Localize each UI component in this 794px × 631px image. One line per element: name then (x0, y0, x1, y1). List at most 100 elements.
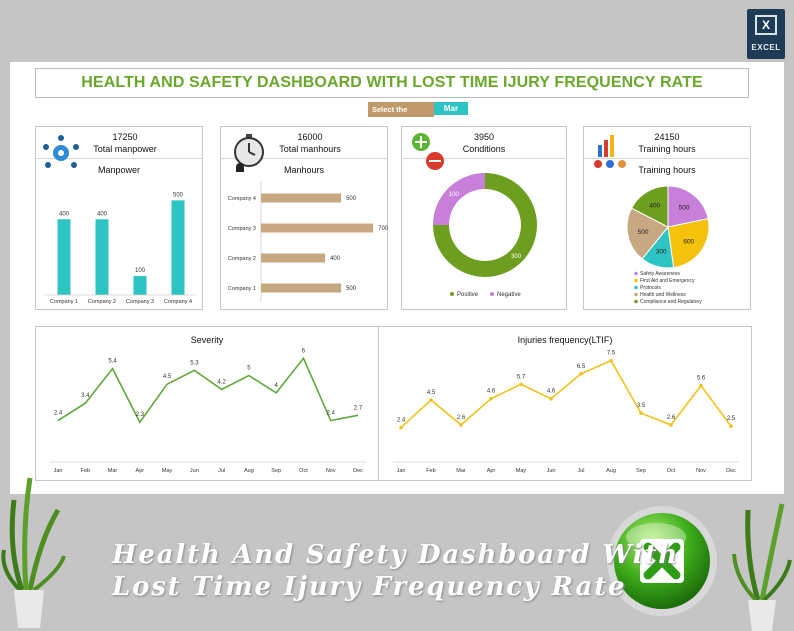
manhours-bar (261, 253, 326, 263)
manpower-data-label: 500 (173, 192, 184, 198)
ltif-point (429, 398, 433, 402)
severity-line-chart: 2.4 Jan 3.4 Feb 5.4 Mar 2.3 Apr 4.5 May 5.3 Jun 4.2 J… (50, 348, 366, 474)
training-slice (667, 185, 709, 228)
training-legend-marker (634, 292, 638, 297)
severity-tick-label: Feb (81, 468, 90, 474)
severity-series-line (57, 356, 359, 424)
ltif-tick-label: Apr (487, 468, 496, 474)
ltif-tick-label: Jan (397, 468, 406, 474)
ltif-tick-label: Jun (547, 468, 556, 474)
training-legend-marker (634, 285, 638, 290)
conditions-legend-label: Negative (497, 292, 521, 298)
ltif-point (639, 411, 643, 415)
ltif-data-label: 4.6 (487, 389, 496, 395)
ltif-point (729, 424, 733, 429)
ltif-data-label: 6.5 (577, 364, 586, 370)
severity-tick-label: May (162, 468, 173, 474)
ltif-point (669, 423, 673, 427)
severity-data-label: 4 (275, 383, 279, 389)
manhours-total-label: Total manhours (279, 144, 341, 154)
severity-tick-label: Oct (299, 468, 308, 474)
training-chart-title: Training hours (638, 165, 696, 175)
manhours-data-label: 700 (378, 226, 389, 232)
ltif-data-label: 2.6 (457, 415, 466, 421)
training-slice (626, 207, 669, 260)
severity-tick-label: Aug (244, 468, 254, 474)
manpower-bar (171, 200, 185, 295)
ltif-point (399, 425, 403, 430)
plus-minus-icon (412, 133, 444, 170)
conditions-legend-marker (490, 292, 494, 296)
severity-tick-label: Nov (326, 468, 336, 474)
ltif-data-label: 2.5 (727, 416, 736, 422)
ltif-tick-label: Nov (696, 468, 706, 474)
ltif-point (609, 358, 613, 363)
severity-tick-label: Jun (190, 468, 199, 474)
manpower-total-label: Total manpower (93, 144, 157, 154)
ltif-tick-label: Aug (606, 468, 616, 474)
severity-data-label: 5.4 (108, 359, 117, 365)
manhours-data-label: 400 (330, 256, 341, 262)
severity-data-label: 5.3 (190, 360, 199, 366)
training-data-label: 500 (638, 229, 649, 236)
ltif-tick-label: Mar (456, 468, 466, 474)
ltif-data-label: 2.4 (397, 418, 406, 424)
severity-data-label: 5 (247, 366, 251, 372)
ltif-point (459, 423, 463, 427)
excel-logo-icon (607, 506, 717, 616)
manpower-card-header (36, 127, 202, 159)
training-slice (630, 185, 669, 228)
manhours-card-header (221, 127, 387, 159)
manhours-tick-label: Company 4 (228, 196, 256, 202)
plant-right-icon (732, 503, 792, 631)
training-legend-label: First Aid and Emergency (640, 278, 695, 284)
manpower-tick-label: Company 2 (88, 299, 116, 305)
manhours-total-value: 16000 (297, 132, 323, 142)
training-data-label: 300 (656, 248, 667, 255)
ltif-data-label: 7.5 (607, 351, 616, 357)
month-dropdown[interactable]: Mar (434, 102, 468, 115)
manpower-bar (95, 219, 109, 295)
ltif-point (519, 382, 523, 387)
training-data-label: 400 (649, 202, 660, 209)
severity-data-label: 6 (302, 348, 306, 354)
ltif-tick-label: Jul (577, 468, 584, 474)
training-total-label: Training hours (638, 144, 696, 154)
training-slice (667, 218, 710, 269)
severity-data-label: 4.2 (217, 379, 226, 385)
month-selector: Select the month Mar (368, 102, 468, 129)
manpower-data-label: 400 (59, 211, 70, 217)
ltif-chart-title: Injuries frequency(LTIF) (517, 335, 613, 345)
manpower-data-label: 100 (135, 268, 146, 274)
ltif-series-line (400, 359, 732, 429)
ltif-tick-label: Dec (726, 468, 736, 474)
team-gear-icon (43, 135, 79, 168)
manpower-data-label: 400 (97, 211, 108, 217)
conditions-slice (433, 173, 537, 277)
manhours-data-label: 500 (346, 196, 357, 202)
severity-tick-label: Sep (271, 468, 281, 474)
conditions-card-header (402, 127, 566, 159)
stopwatch-worker-icon (234, 134, 264, 172)
manhours-card: 16000 Total manhours Manhours 500 Company… (220, 126, 389, 310)
ltif-tick-label: May (516, 468, 527, 474)
manpower-tick-label: Company 1 (50, 299, 78, 305)
manhours-tick-label: Company 1 (228, 286, 256, 292)
conditions-legend-label: Positive (457, 292, 479, 298)
ltif-data-label: 4.6 (547, 389, 556, 395)
manhours-data-label: 500 (346, 286, 357, 292)
training-data-label: 600 (683, 239, 694, 246)
conditions-slice (433, 173, 485, 225)
plant-left-icon (1, 477, 66, 628)
severity-tick-label: Jul (218, 468, 225, 474)
manpower-card: 17250 Total manpower Manpower 400 Company… (35, 126, 203, 310)
severity-data-label: 3.4 (81, 393, 90, 399)
training-chart-icon (594, 135, 626, 168)
training-legend-marker (634, 271, 638, 276)
conditions-card: 3950 Conditions 300 100 Positive Negative (401, 126, 567, 310)
training-legend-label: Protocols (640, 285, 661, 291)
ltif-point (699, 383, 703, 388)
manhours-tick-label: Company 2 (228, 256, 256, 262)
promo-caption-line1: Health And Safety Dashboard With (112, 540, 679, 570)
